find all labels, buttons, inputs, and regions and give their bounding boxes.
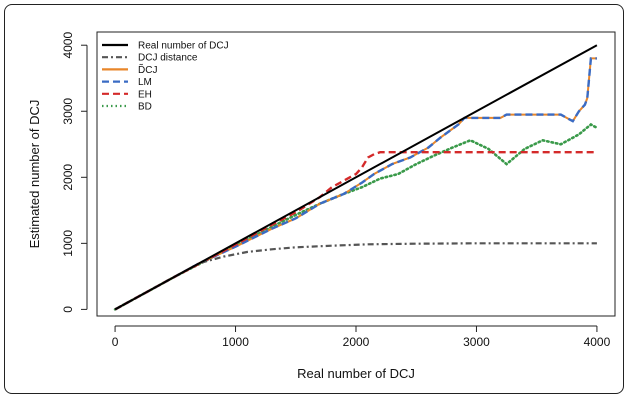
x-tick-label: 3000	[463, 335, 490, 349]
legend-label: EH	[138, 89, 152, 100]
y-tick-label: 3000	[61, 98, 75, 125]
series-bd-line	[113, 122, 599, 311]
plot-area	[96, 31, 616, 317]
x-tick-label: 0	[112, 335, 119, 349]
axes: 0 1000 2000 3000 4000 0 1000 2000 3000 4000	[61, 32, 611, 349]
y-tick-label: 4000	[61, 32, 75, 59]
series-d-cj-line	[114, 57, 597, 311]
y-axis-title: Estimated number of DCJ	[27, 100, 42, 249]
x-tick-label: 4000	[584, 335, 611, 349]
legend-item: EH	[102, 89, 152, 100]
legend-label: LM	[138, 77, 152, 88]
chart: 0 1000 2000 3000 4000 0 1000 2000 3000 4000 Real …	[27, 31, 616, 380]
x-tick-label: 1000	[222, 335, 249, 349]
y-tick-label: 1000	[61, 230, 75, 257]
x-tick-label: 2000	[343, 335, 370, 349]
y-tick-label: 0	[61, 306, 75, 313]
series-eh-line	[114, 150, 597, 311]
y-tick-label: 2000	[61, 164, 75, 191]
legend-item: DCJ distance	[102, 53, 198, 64]
legend-item: Real number of DCJ	[102, 41, 229, 52]
legend-label: D̃CJ	[138, 63, 157, 76]
series-real-number-of-dcj-line	[114, 44, 598, 311]
series-dcj-distance-line	[114, 242, 597, 311]
legend-label: Real number of DCJ	[138, 41, 229, 52]
legend-item: LM	[102, 77, 152, 88]
legend-item: BD	[102, 102, 152, 113]
series-lm-line	[114, 57, 597, 311]
x-axis-title: Real number of DCJ	[297, 366, 415, 380]
series-layer	[113, 44, 599, 311]
legend-label: BD	[138, 102, 152, 113]
legend-label: DCJ distance	[138, 53, 198, 64]
legend-item: D̃CJ	[102, 63, 157, 76]
